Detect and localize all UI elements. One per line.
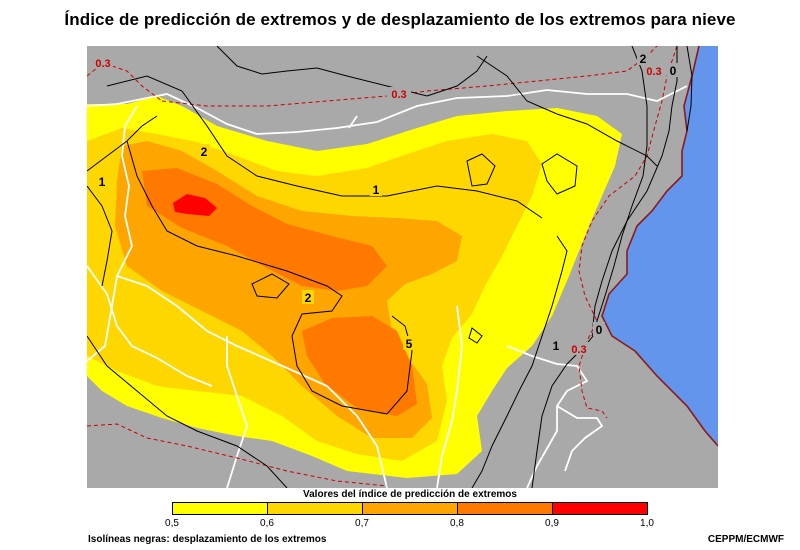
map-svg: 2 1 2 5 1 1 0 2 0 0.3 0.3 0.3 (87, 46, 718, 488)
legend-tick: 0,5 (165, 518, 179, 529)
contour-label: 1 (553, 339, 560, 353)
contour-label: 2 (305, 291, 312, 305)
contour-label: 1 (99, 175, 106, 189)
legend-segment (363, 503, 458, 514)
credit: CEPPM/ECMWF (707, 534, 784, 545)
contour-label: 0 (596, 323, 603, 337)
legend-tick: 0,8 (450, 518, 464, 529)
contour-label: 2 (640, 52, 647, 66)
dashed-labels: 0.3 0.3 0.3 0.3 (93, 56, 663, 356)
legend-color-bar (172, 502, 648, 515)
legend-segment (268, 503, 363, 514)
index-area-09 (173, 194, 217, 216)
legend-tick: 0,7 (355, 518, 369, 529)
isoline-label: 0.3 (391, 89, 406, 101)
index-area-08b (302, 316, 417, 416)
isoline-label: 0.3 (95, 58, 110, 70)
legend-segment (553, 503, 647, 514)
contour-label: 1 (373, 183, 380, 197)
legend-segment (173, 503, 268, 514)
forecast-map: 2 1 2 5 1 1 0 2 0 0.3 0.3 0.3 (87, 46, 718, 488)
contour-label: 5 (406, 337, 413, 351)
contour-labels: 2 1 2 5 1 1 0 2 0 (96, 51, 679, 353)
legend-tick: 0,6 (260, 518, 274, 529)
isoline-label: 0.3 (646, 66, 661, 78)
contour-label: 0 (670, 64, 677, 78)
legend-tick: 1,0 (640, 518, 654, 529)
legend-tick: 0,9 (545, 518, 559, 529)
chart-title: Índice de predicción de extremos y de de… (64, 10, 736, 29)
sea-area (602, 46, 718, 446)
black-isolines (87, 46, 693, 488)
borders (87, 85, 688, 488)
legend-title: Valores del índice de predicción de extr… (303, 489, 517, 500)
contour-label: 2 (201, 145, 208, 159)
footnote: Isolíneas negras: desplazamiento de los … (88, 534, 327, 545)
isoline-label: 0.3 (571, 344, 586, 356)
legend-segment (458, 503, 553, 514)
dashed-isolines (87, 46, 678, 487)
